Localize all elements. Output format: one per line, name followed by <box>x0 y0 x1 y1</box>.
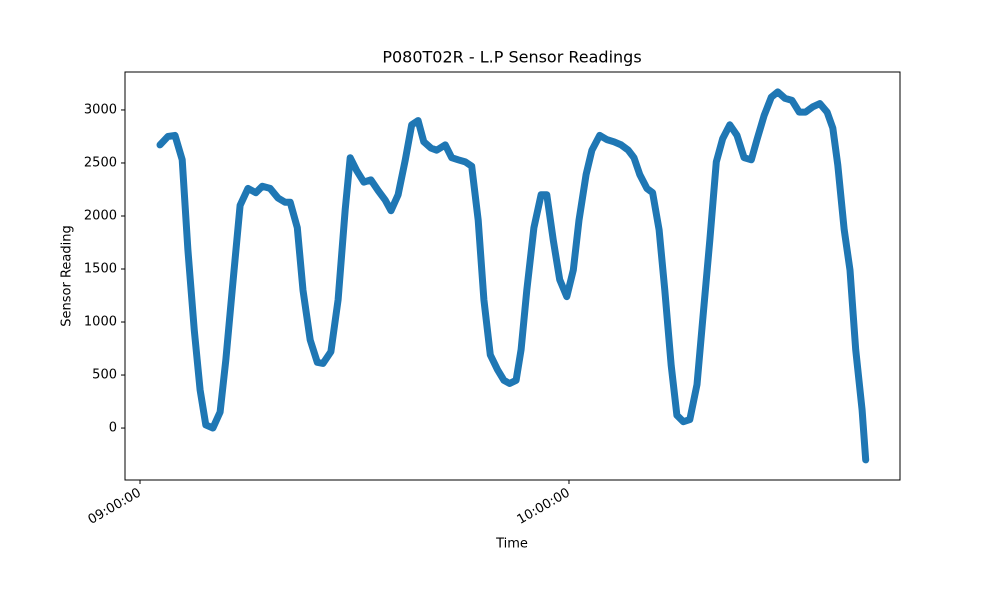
y-tick-label: 2500 <box>84 155 117 170</box>
data-line <box>156 88 870 464</box>
x-tick-label: 09:00:00 <box>86 486 144 528</box>
y-tick-label: 2000 <box>84 208 117 223</box>
x-axis-label: Time <box>495 537 528 552</box>
y-axis-label: Sensor Reading <box>60 225 75 326</box>
chart-title: P080T02R - L.P Sensor Readings <box>382 48 641 67</box>
plot-frame <box>124 71 901 481</box>
x-tick-label: 10:00:00 <box>515 486 573 528</box>
y-tick-label: 1500 <box>84 262 117 277</box>
y-tick-label: 0 <box>109 421 117 436</box>
y-tick-label: 1000 <box>84 315 117 330</box>
y-tick-label: 500 <box>92 368 117 383</box>
y-tick-label: 3000 <box>84 102 117 117</box>
